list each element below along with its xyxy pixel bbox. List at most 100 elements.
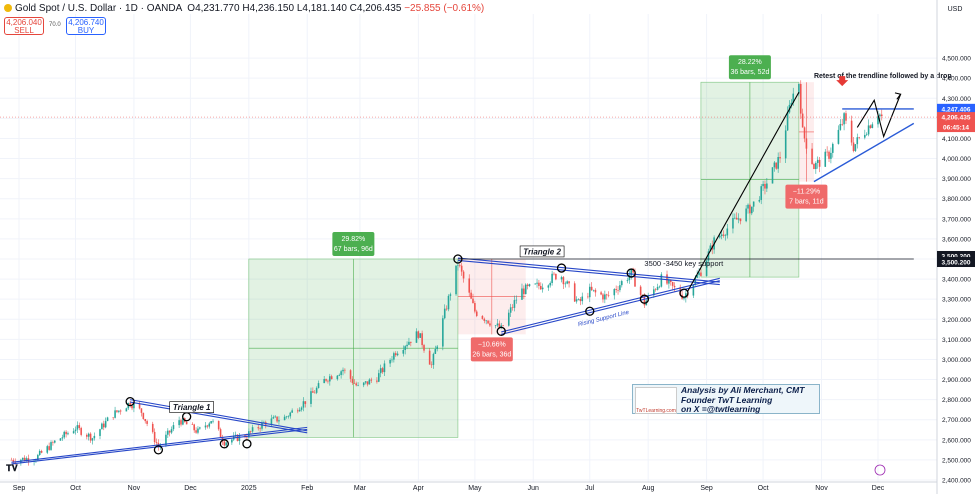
candle-body	[869, 125, 872, 128]
buy-button[interactable]: 4,206.740 BUY	[66, 17, 106, 35]
candle-body	[455, 265, 457, 295]
candle-body	[349, 370, 352, 379]
candle-body	[53, 440, 56, 443]
candle-body	[93, 435, 96, 439]
candle-body	[104, 421, 107, 428]
candle-body	[317, 383, 320, 388]
time-tick-label: Dec	[872, 485, 885, 492]
candle-body	[197, 428, 199, 433]
price-tick-label: 3,600.000	[942, 236, 971, 243]
current-price-tag-bg	[937, 112, 975, 133]
price-tick-label: 2,400.000	[942, 478, 971, 485]
candle-body	[551, 273, 553, 283]
candle-body	[259, 428, 261, 429]
measure-bars: 7 bars, 11d	[789, 199, 824, 206]
candle-body	[315, 387, 318, 393]
candle-body	[59, 438, 62, 441]
candle-body	[669, 279, 672, 282]
credit-line-2: Founder TwT Learning	[681, 394, 773, 405]
candle-body	[206, 425, 209, 427]
candle-body	[779, 157, 781, 159]
candle-body	[864, 134, 866, 138]
candle-body	[249, 431, 252, 432]
price-tick-label: 3,200.000	[942, 317, 971, 324]
candle-body	[330, 376, 333, 380]
candle-body	[379, 368, 382, 374]
candle-body	[364, 381, 367, 383]
candle-body	[528, 284, 531, 287]
sell-button[interactable]: 4,206.040 SELL	[4, 17, 44, 35]
candle-body	[811, 148, 813, 164]
measure-bars: 36 bars, 52d	[730, 69, 769, 76]
price-tag: 4,247.406	[942, 106, 971, 113]
candle-body	[67, 433, 69, 435]
candle-body	[40, 450, 43, 453]
candle-body	[831, 143, 834, 153]
credit-line-3: on X =@twtlearning	[681, 404, 761, 414]
candle-body	[698, 272, 700, 276]
pivot-circle	[679, 288, 689, 298]
pivot-circle	[639, 294, 650, 304]
candle-body	[408, 341, 410, 345]
pivot-circle	[496, 326, 506, 336]
candle-body	[417, 331, 420, 338]
candle-body	[654, 289, 657, 290]
candle-body	[396, 353, 399, 356]
candle-body	[628, 275, 631, 281]
candle-body	[470, 292, 472, 299]
candle-body	[837, 129, 840, 144]
candle-body	[74, 429, 77, 432]
candle-body	[138, 403, 141, 409]
open-value: 4,231.770	[195, 3, 240, 14]
measure-bars: 26 bars, 36d	[472, 351, 511, 358]
candle-body	[355, 383, 357, 386]
candle-body	[726, 228, 729, 236]
candle-body	[538, 282, 540, 286]
candle-body	[643, 296, 646, 306]
candle-body	[153, 431, 156, 443]
candle-body	[357, 385, 359, 386]
candle-body	[816, 159, 819, 163]
candle-body	[656, 286, 659, 290]
candle-body	[496, 323, 499, 326]
candle-body	[336, 375, 339, 380]
candle-body	[555, 273, 557, 280]
symbol-title[interactable]: Gold Spot / U.S. Dollar · 1D · OANDA	[15, 3, 182, 14]
candle-body	[666, 274, 668, 284]
time-tick-label: Apr	[413, 485, 425, 492]
candle-body	[696, 275, 698, 278]
candle-body	[270, 418, 273, 425]
wedge-support-line	[813, 122, 915, 183]
pivot-circle	[453, 254, 463, 264]
candle-body	[210, 421, 212, 424]
candle-body	[285, 416, 288, 418]
candle-body	[325, 379, 327, 381]
candle-body	[521, 288, 523, 300]
candle-body	[52, 442, 54, 443]
candle-body	[447, 295, 450, 310]
candle-body	[151, 423, 154, 432]
rising-support-line	[501, 280, 720, 335]
price-tick-label: 4,100.000	[942, 136, 971, 143]
candle-body	[658, 286, 661, 288]
candle-body	[223, 441, 226, 446]
time-tick-label: Aug	[642, 485, 655, 492]
event-flag-icon	[874, 464, 886, 476]
candle-body	[553, 273, 555, 275]
candle-body	[338, 374, 341, 376]
measure-percent: −10.66%	[478, 341, 506, 348]
pivot-circle	[556, 263, 567, 273]
time-tick-label: Mar	[354, 485, 367, 492]
candle-body	[879, 114, 881, 117]
candle-body	[116, 410, 118, 412]
candle-body	[278, 420, 280, 422]
candle-body	[140, 408, 143, 413]
candle-body	[445, 308, 448, 310]
buy-price: 4,206.740	[68, 18, 104, 27]
candle-body	[877, 116, 879, 125]
candle-body	[112, 417, 114, 419]
candle-body	[208, 423, 211, 427]
time-tick-label: Oct	[758, 485, 769, 492]
candle-body	[38, 450, 41, 455]
